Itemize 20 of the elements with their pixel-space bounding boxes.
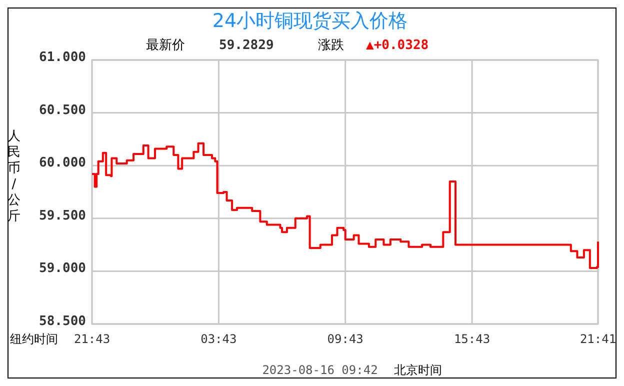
text: 纽约时间	[10, 332, 58, 346]
text: 涨跌	[318, 38, 344, 53]
text: 最新价	[146, 38, 185, 53]
y-tick-label: 59.500	[39, 208, 86, 224]
y-tick-label: 60.500	[39, 102, 86, 118]
y-tick-label: 60.000	[39, 156, 86, 171]
x-tick-label: 21:43	[74, 332, 110, 346]
x-tick-label: 09:43	[327, 332, 364, 346]
x-tick-label: 15:43	[454, 332, 490, 346]
chart-title: 24小时铜现货买入价格	[212, 10, 408, 32]
y-tick-label: 59.000	[39, 261, 86, 276]
y-tick-label: 58.500	[39, 314, 86, 329]
y-tick-label: 61.000	[39, 50, 86, 65]
text: 59.2829	[219, 38, 274, 53]
text: 北京时间	[394, 363, 442, 377]
text: ▲+0.0328	[366, 38, 429, 53]
x-tick-label: 21:41	[580, 332, 616, 346]
x-tick-label: 03:43	[200, 332, 237, 346]
text: 2023-08-16 09:42	[262, 363, 378, 377]
y-axis-title: 人民币/公斤	[8, 129, 20, 224]
